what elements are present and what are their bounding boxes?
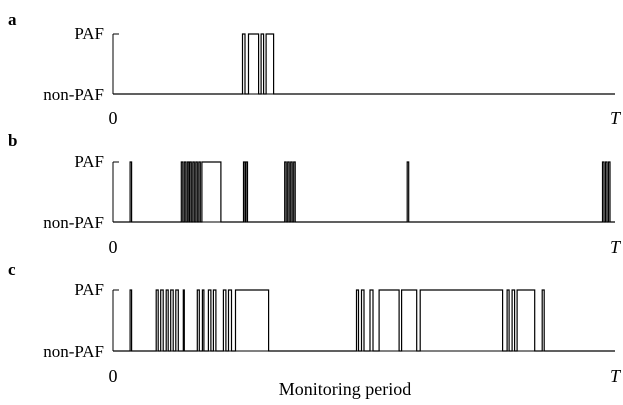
panel-b: b PAF non-PAF 0 T [8,131,622,257]
panel-a-label: a [8,10,17,29]
panel-c-x-tick-0: 0 [109,366,118,386]
x-axis-title: Monitoring period [279,379,412,399]
panel-a-x-tick-0: 0 [109,108,118,128]
panel-a-paf-trace [113,33,615,95]
panel-c: c PAF non-PAF 0 T Monitoring period [8,260,622,399]
panel-a-paf-label: PAF [74,24,104,43]
panel-c-paf-trace [113,289,615,352]
panel-b-x-tick-t: T [610,237,622,257]
panel-a-x-tick-t: T [610,108,622,128]
panel-a: a PAF non-PAF 0 T [8,10,622,128]
panel-c-non-paf-label: non-PAF [43,342,104,361]
panel-c-label: c [8,260,16,279]
panel-b-paf-trace [113,161,615,223]
panel-b-x-tick-0: 0 [109,237,118,257]
panel-b-non-paf-label: non-PAF [43,213,104,232]
panel-c-paf-label: PAF [74,280,104,299]
panel-b-label: b [8,131,17,150]
panel-c-x-tick-t: T [610,366,622,386]
panel-a-non-paf-label: non-PAF [43,85,104,104]
panel-b-paf-label: PAF [74,152,104,171]
